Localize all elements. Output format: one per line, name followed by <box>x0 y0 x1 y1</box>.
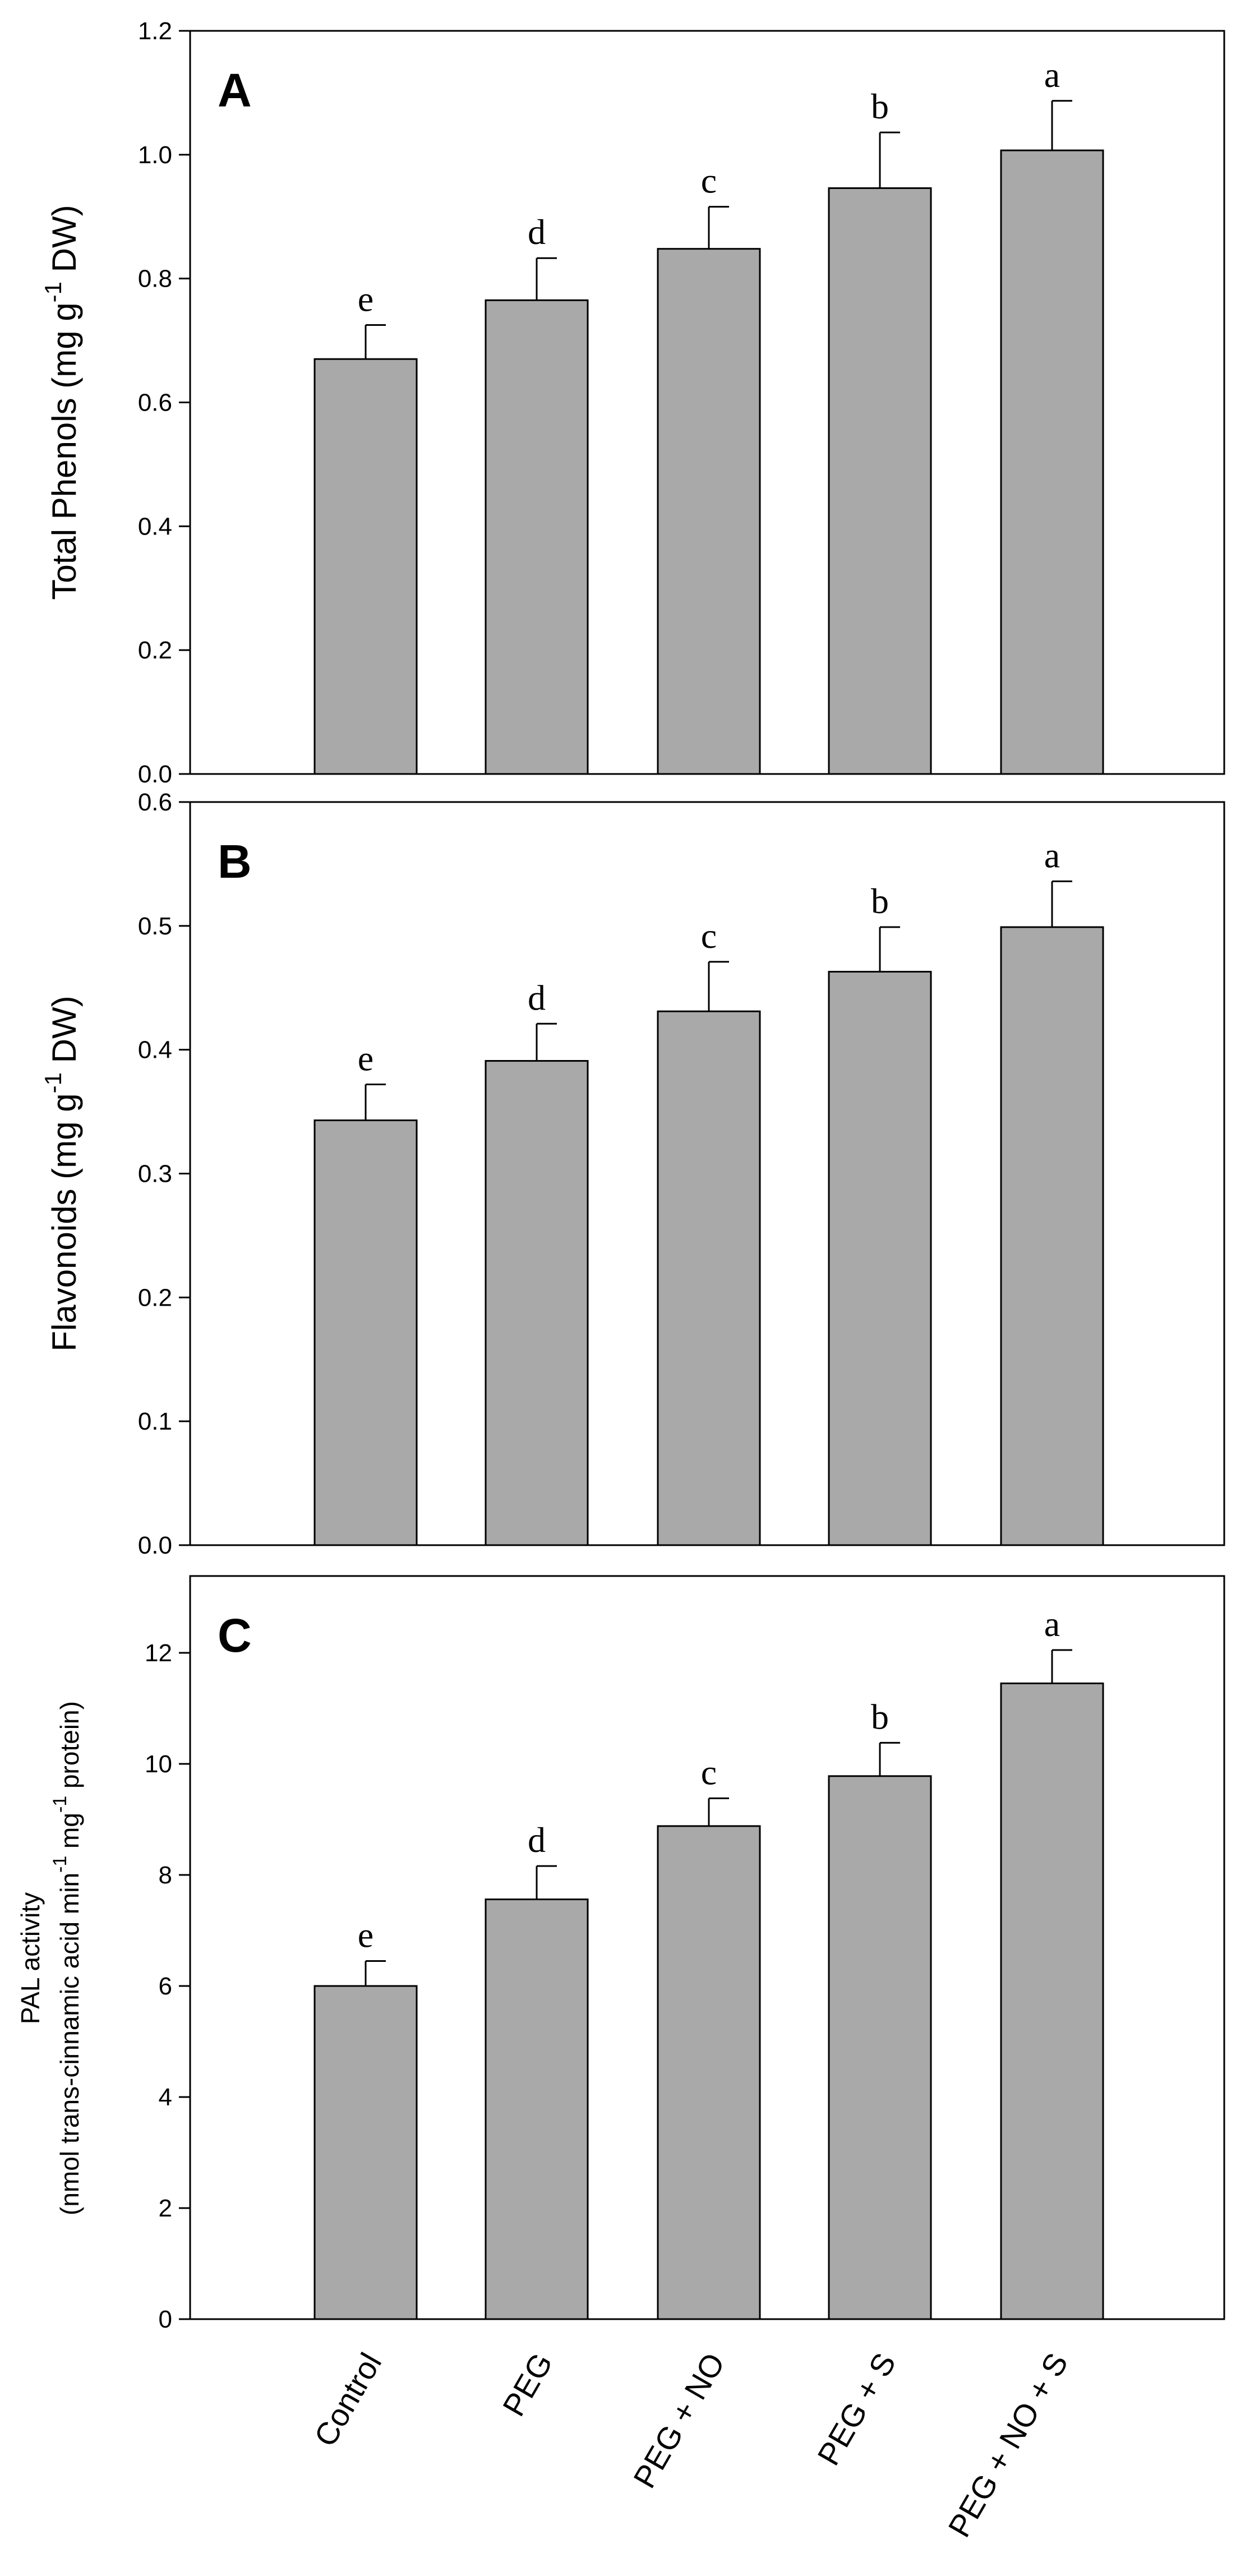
y-tick-label: 0.1 <box>138 1408 172 1435</box>
significance-letter: b <box>871 1697 889 1736</box>
y-axis-title-superscript: -1 <box>40 1072 66 1093</box>
bar-peg <box>485 1060 589 1546</box>
y-axis-title-superscript: -1 <box>49 1856 71 1873</box>
x-tick-label: PEG + S <box>810 2347 902 2472</box>
significance-letter: c <box>701 1752 717 1792</box>
y-tick-label: 4 <box>159 2084 172 2111</box>
y-tick-label: 0.0 <box>138 761 172 788</box>
y-tick-label: 0.3 <box>138 1160 172 1188</box>
bar-peg-s <box>828 971 932 1546</box>
y-tick-label: 0.5 <box>138 913 172 940</box>
y-tick-label: 0.6 <box>138 789 172 816</box>
y-tick-label: 1.2 <box>138 17 172 45</box>
y-axis-title-end: DW) <box>45 205 83 282</box>
bar-peg-no-s <box>1000 149 1104 775</box>
bar-control <box>313 1119 418 1546</box>
y-axis-title-end: DW) <box>45 996 83 1072</box>
panel-letter: B <box>218 835 252 888</box>
significance-letter: d <box>528 1820 546 1860</box>
bar-peg <box>485 299 589 775</box>
y-axis-title-superscript: -1 <box>40 282 66 302</box>
bar-peg <box>485 1898 589 2320</box>
bar-peg-s <box>828 1775 932 2320</box>
y-tick-label: 0.2 <box>138 1284 172 1311</box>
significance-letter: a <box>1044 55 1060 95</box>
panel-a-total-phenols: 0.0 0.2 0.4 0.6 0.8 1.0 1.2 e d c b a A Total Phenols… <box>40 17 1225 788</box>
significance-letter: b <box>871 881 889 921</box>
panel-letter: A <box>218 64 252 117</box>
x-tick-label: PEG <box>496 2347 560 2422</box>
y-tick-label: 8 <box>159 1861 172 1889</box>
y-tick-label: 0.6 <box>138 389 172 417</box>
bar-peg-s <box>828 187 932 775</box>
y-axis-title-text: Flavonoids (mg g <box>45 1093 83 1351</box>
bar-peg-no <box>657 1010 761 1546</box>
x-category-labels: Control PEG PEG + NO PEG + S PEG + NO + S <box>307 2347 1075 2543</box>
y-axis-title: Flavonoids (mg g-1 DW) <box>40 996 83 1351</box>
y-tick-label: 12 <box>145 1639 172 1667</box>
significance-letter: d <box>528 212 546 252</box>
panel-b-flavonoids: 0.0 0.1 0.2 0.3 0.4 0.5 0.6 e d c b a B Flavonoids (m… <box>40 789 1225 1559</box>
bar-control <box>313 358 418 775</box>
y-tick-label: 0.0 <box>138 1532 172 1559</box>
y-tick-label: 0.4 <box>138 513 172 540</box>
y-tick-label: 0.8 <box>138 265 172 293</box>
significance-letter: e <box>358 279 373 319</box>
y-axis-title-mid: mg <box>55 1813 84 1856</box>
y-axis-title: Total Phenols (mg g-1 DW) <box>40 205 83 600</box>
y-axis-title-text: Total Phenols (mg g <box>45 302 83 600</box>
y-axis-title-line2: (nmol trans-cinnamic acid min-1 mg-1 pro… <box>49 1701 84 2215</box>
y-tick-label: 10 <box>145 1750 172 1778</box>
bar-peg-no-s <box>1000 1682 1104 2320</box>
x-tick-label: PEG + NO + S <box>941 2347 1074 2543</box>
significance-letter: a <box>1044 835 1060 875</box>
y-tick-label: 6 <box>159 1973 172 2000</box>
bar-peg-no <box>657 248 761 775</box>
x-tick-label: Control <box>307 2347 389 2453</box>
bar-control <box>313 1985 418 2320</box>
y-tick-label: 1.0 <box>138 141 172 169</box>
significance-letter: e <box>358 1039 373 1079</box>
y-tick-label: 2 <box>159 2195 172 2222</box>
significance-letter: c <box>701 161 717 201</box>
significance-letter: a <box>1044 1604 1060 1644</box>
significance-letter: e <box>358 1915 373 1955</box>
panel-letter: C <box>218 1609 252 1662</box>
y-axis-title-end: protein) <box>55 1701 84 1796</box>
significance-letter: d <box>528 978 546 1017</box>
y-axis-title-line1: PAL activity <box>16 1892 45 2024</box>
bar-peg-no-s <box>1000 926 1104 1546</box>
y-tick-label: 0.2 <box>138 637 172 664</box>
x-tick-label: PEG + NO <box>626 2347 732 2494</box>
y-tick-label: 0 <box>159 2306 172 2333</box>
significance-letter: b <box>871 86 889 126</box>
y-tick-label: 0.4 <box>138 1036 172 1064</box>
y-axis-title-superscript-2: -1 <box>49 1796 71 1813</box>
bar-peg-no <box>657 1825 761 2320</box>
y-axis-title-text: (nmol trans-cinnamic acid min <box>55 1873 84 2215</box>
significance-letter: c <box>701 916 717 956</box>
